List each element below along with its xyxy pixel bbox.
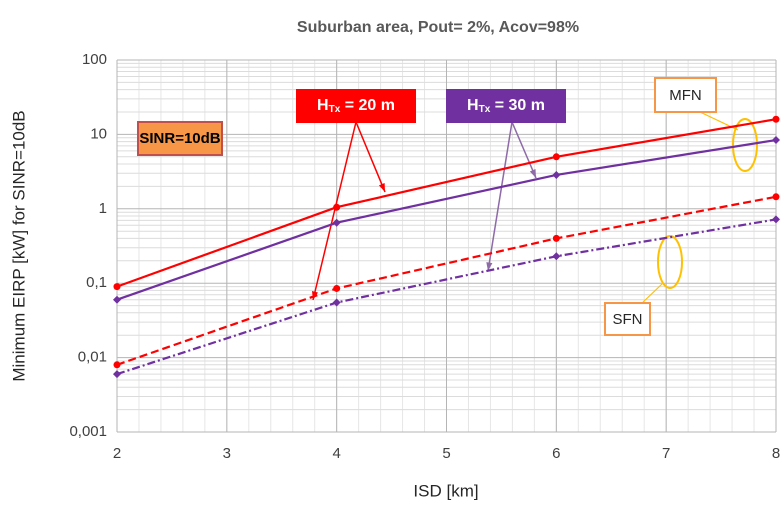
h30-box — [446, 89, 566, 123]
point-marker — [552, 252, 561, 261]
mfn-label: MFN — [669, 87, 702, 104]
point-marker — [552, 153, 560, 161]
series-line — [116, 118, 777, 288]
x-tick-label: 8 — [772, 445, 780, 462]
sfn-label: SFN — [613, 311, 643, 328]
point-marker — [113, 283, 121, 291]
point-marker — [772, 215, 780, 224]
arrow-head — [529, 169, 536, 178]
point-marker — [332, 298, 341, 307]
leader-line — [639, 283, 663, 306]
point-marker — [333, 284, 341, 292]
chart-title: Suburban area, Pout= 2%, Acov=98% — [297, 19, 579, 36]
point-marker — [113, 370, 121, 379]
x-tick-label: 4 — [332, 445, 340, 462]
h20-label-part: = 20 m — [340, 97, 395, 114]
point-marker — [552, 234, 560, 242]
mfn-box — [654, 77, 717, 113]
h20-label-part: H — [317, 97, 329, 114]
x-tick-label: 5 — [442, 445, 450, 462]
h30-label-part: Tx — [479, 104, 491, 115]
y-tick-label: 1 — [99, 200, 107, 217]
x-tick-label: 6 — [552, 445, 560, 462]
series-line — [116, 138, 777, 301]
arrow — [355, 121, 386, 193]
x-tick-label: 7 — [662, 445, 670, 462]
point-marker — [552, 170, 561, 179]
y-tick-label: 10 — [90, 125, 107, 142]
h20-label: HTx = 20 m — [317, 97, 395, 114]
point-marker — [772, 115, 780, 123]
arrow-head — [378, 183, 385, 192]
y-axis-label: Minimum EIRP [kW] for SINR=10dB — [9, 110, 28, 381]
h30-label: HTx = 30 m — [467, 97, 545, 114]
point-marker — [332, 218, 341, 227]
sinr-box — [137, 121, 223, 156]
point-marker — [772, 193, 780, 201]
series-line — [116, 195, 777, 366]
sinr-label: SINR=10dB — [139, 130, 220, 147]
h30-label-part: H — [467, 97, 479, 114]
h20-label-part: Tx — [329, 104, 341, 115]
arrow — [511, 121, 537, 179]
point-marker — [113, 361, 121, 369]
arrow — [487, 121, 513, 272]
y-tick-label: 0,001 — [69, 423, 107, 440]
h30-label-part: = 30 m — [490, 97, 545, 114]
point-marker — [113, 295, 121, 304]
y-tick-label: 100 — [82, 51, 107, 68]
x-tick-label: 2 — [113, 445, 121, 462]
series-line — [116, 218, 777, 376]
arrow — [312, 121, 357, 301]
point-marker — [333, 203, 341, 211]
y-tick-label: 0,1 — [86, 274, 107, 291]
highlight-ellipse — [732, 118, 758, 172]
x-tick-label: 3 — [223, 445, 231, 462]
x-axis-label: ISD [km] — [413, 481, 478, 500]
sfn-box — [604, 302, 651, 336]
highlight-ellipse — [657, 235, 683, 289]
point-marker — [772, 136, 780, 145]
h20-box — [296, 89, 416, 123]
y-tick-label: 0,01 — [78, 349, 107, 366]
arrow-head — [486, 262, 493, 271]
